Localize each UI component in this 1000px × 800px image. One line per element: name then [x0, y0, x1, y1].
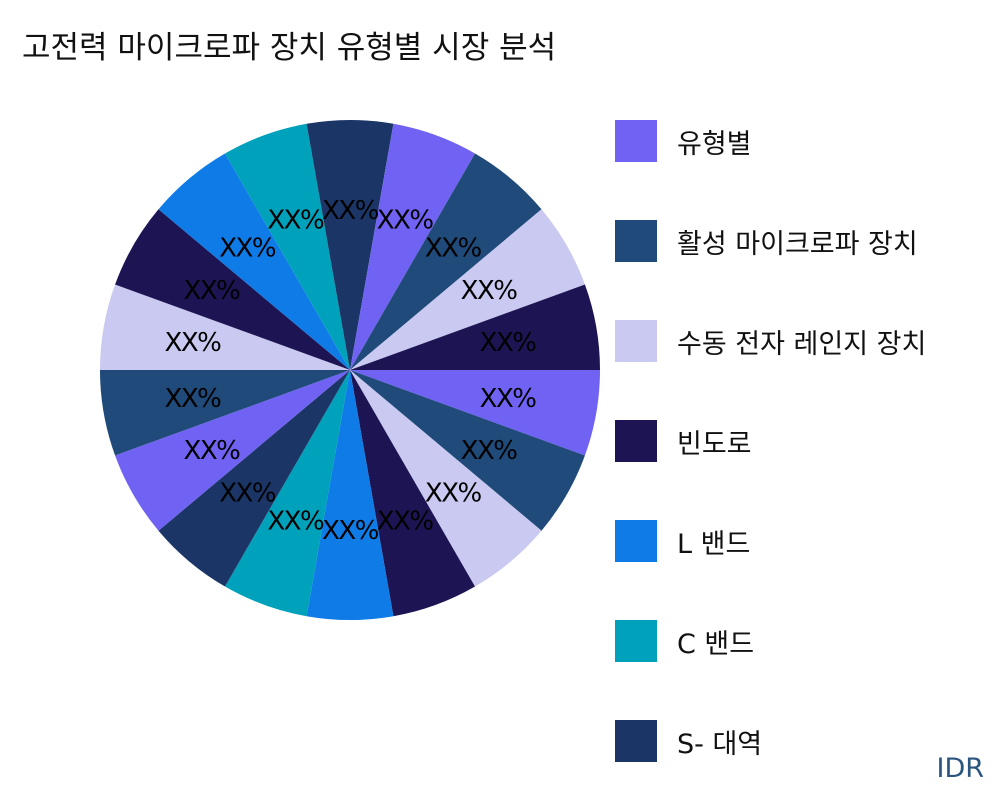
slice-label-12: XX% [219, 233, 276, 263]
legend-label: 활성 마이크로파 장치 [677, 228, 918, 260]
legend-label: S- 대역 [677, 728, 763, 760]
slice-label-13: XX% [267, 206, 324, 236]
chart-title: 고전력 마이크로파 장치 유형별 시장 분석 [22, 30, 557, 66]
pie-slice-16 [350, 153, 542, 370]
legend-item: 수동 전자 레인지 장치 [615, 320, 926, 362]
legend-item: C 밴드 [615, 620, 754, 662]
pie-slice-10 [100, 284, 350, 370]
legend-swatch [615, 120, 657, 162]
legend-item: 빈도로 [615, 420, 752, 462]
slice-label-7: XX% [219, 479, 276, 509]
slice-label-6: XX% [267, 506, 324, 536]
pie-slice-9 [100, 370, 350, 456]
pie-slice-15 [350, 123, 475, 370]
slice-label-1: XX% [480, 384, 537, 414]
legend-item: S- 대역 [615, 720, 762, 762]
slice-label-15: XX% [377, 206, 434, 236]
pie-slice-3 [350, 370, 542, 587]
pie-slice-4 [350, 370, 475, 617]
slice-label-2: XX% [461, 436, 518, 466]
legend-item: 유형별 [615, 120, 752, 162]
slice-label-14: XX% [322, 196, 379, 226]
legend-label: 유형별 [677, 128, 752, 160]
legend-swatch [615, 320, 657, 362]
pie-slice-18 [350, 284, 600, 370]
legend-swatch [615, 220, 657, 262]
source-mark: IDR [936, 753, 984, 784]
legend-item: L 밴드 [615, 520, 750, 562]
legend-label: C 밴드 [677, 628, 755, 660]
slice-label-4: XX% [377, 506, 434, 536]
pie-slice-8 [115, 370, 350, 531]
pie-slice-7 [158, 370, 350, 587]
slice-label-17: XX% [461, 276, 518, 306]
slice-label-18: XX% [480, 328, 537, 358]
legend-swatch [615, 720, 657, 762]
legend-label: 수동 전자 레인지 장치 [677, 328, 927, 360]
legend-label: L 밴드 [677, 528, 751, 560]
pie-slice-6 [225, 370, 350, 617]
pie-slice-5 [306, 370, 394, 621]
slice-label-10: XX% [165, 328, 222, 358]
legend-swatch [615, 420, 657, 462]
slice-label-11: XX% [184, 276, 241, 306]
slice-label-9: XX% [165, 384, 222, 414]
slice-label-16: XX% [425, 233, 482, 263]
slice-label-8: XX% [184, 436, 241, 466]
legend-swatch [615, 520, 657, 562]
pie-slice-2 [350, 370, 585, 531]
pie-slice-13 [225, 123, 350, 370]
pie-slice-11 [115, 209, 350, 370]
slice-label-5: XX% [322, 516, 379, 546]
pie-slice-12 [158, 153, 350, 370]
pie-slice-14 [306, 120, 394, 371]
legend-item: 활성 마이크로파 장치 [615, 220, 918, 262]
pie-slice-17 [350, 209, 585, 370]
legend-swatch [615, 620, 657, 662]
legend-label: 빈도로 [677, 428, 752, 460]
pie-slice-1 [350, 370, 600, 456]
slice-label-3: XX% [425, 479, 482, 509]
